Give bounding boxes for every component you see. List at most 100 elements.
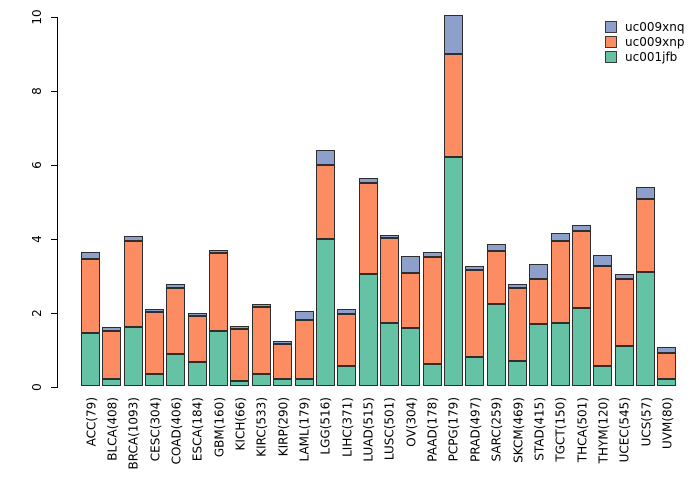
x-axis-category-label: OV(304) xyxy=(404,397,419,447)
bar-segment-uc001jfb xyxy=(465,356,485,387)
bar-segment-uc009xnq xyxy=(81,252,100,259)
bar-segment-uc009xnq xyxy=(123,236,143,241)
x-axis-category-label: SKCM(469) xyxy=(511,397,525,463)
x-axis-category-label: LIHC(371) xyxy=(340,397,355,457)
bar-segment-uc009xnp xyxy=(443,53,463,158)
bar-segment-uc001jfb xyxy=(337,366,357,387)
bar-segment-uc009xnq xyxy=(337,309,357,315)
bar-segment-uc001jfb xyxy=(251,373,271,387)
x-axis-category-label: CESC(304) xyxy=(148,397,163,462)
bar-segment-uc009xnq xyxy=(657,347,677,353)
bar-segment-uc009xnq xyxy=(636,186,656,199)
bar-segment-uc009xnq xyxy=(358,178,378,183)
y-axis-tick xyxy=(51,164,57,166)
bar-segment-uc009xnp xyxy=(166,288,186,355)
x-axis-category-label: BRCA(1093) xyxy=(126,397,141,470)
bar-segment-uc009xnq xyxy=(614,273,634,280)
bar-segment-uc009xnp xyxy=(614,279,634,346)
legend-label: uc009xnp xyxy=(625,35,685,49)
legend-swatch-uc001jfb xyxy=(605,51,617,63)
bar-segment-uc001jfb xyxy=(508,360,527,387)
legend-item: uc009xnp xyxy=(605,35,684,49)
bar-segment-uc001jfb xyxy=(401,328,421,387)
bar-segment-uc009xnq xyxy=(550,233,570,242)
bar-segment-uc009xnp xyxy=(273,344,293,380)
bar-segment-uc009xnp xyxy=(465,269,485,357)
x-axis-category-label: SARC(259) xyxy=(489,397,504,462)
bar-segment-uc009xnq xyxy=(102,326,122,332)
bar-segment-uc001jfb xyxy=(315,238,335,387)
bar-segment-uc001jfb xyxy=(273,379,293,387)
bar-segment-uc009xnp xyxy=(145,312,165,375)
bar-segment-uc009xnp xyxy=(508,287,527,361)
bar-segment-uc001jfb xyxy=(614,345,634,387)
x-axis-category-label: PAAD(178) xyxy=(425,397,440,462)
x-axis-category-label: KIRC(533) xyxy=(254,397,269,457)
y-axis-tick xyxy=(51,238,57,240)
bar-segment-uc009xnp xyxy=(572,230,592,309)
bar-segment-uc009xnp xyxy=(657,352,677,380)
bar-segment-uc009xnq xyxy=(508,284,527,288)
x-axis-category-label: STAD(415) xyxy=(532,397,547,461)
bar-segment-uc001jfb xyxy=(657,379,677,387)
x-axis-category-label: COAD(406) xyxy=(169,397,184,465)
bar-segment-uc009xnp xyxy=(315,164,335,239)
legend-label: uc009xnq xyxy=(625,20,685,34)
bar-segment-uc009xnq xyxy=(422,251,442,258)
bar-segment-uc009xnp xyxy=(230,328,250,381)
legend: uc009xnq uc009xnp uc001jfb xyxy=(605,20,684,65)
bar-segment-uc001jfb xyxy=(379,322,399,387)
bar-segment-uc009xnp xyxy=(294,319,314,380)
bar-segment-uc009xnq xyxy=(187,312,207,316)
y-axis-tick xyxy=(51,386,57,388)
legend-item: uc001jfb xyxy=(605,50,684,64)
bar-segment-uc009xnp xyxy=(636,198,656,272)
bar-segment-uc009xnq xyxy=(572,225,592,231)
bar-segment-uc009xnq xyxy=(251,303,271,307)
legend-swatch-uc009xnq xyxy=(605,21,617,33)
bar-segment-uc001jfb xyxy=(550,322,570,387)
legend-item: uc009xnq xyxy=(605,20,684,34)
bar-segment-uc009xnq xyxy=(443,15,463,54)
x-axis-category-label: LUAD(515) xyxy=(361,397,376,462)
bar-segment-uc009xnp xyxy=(123,240,143,328)
bar-segment-uc009xnp xyxy=(550,241,570,323)
bar-segment-uc009xnq xyxy=(401,256,421,273)
x-axis-category-label: ESCA(184) xyxy=(190,397,205,462)
x-axis-category-label: BLCA(408) xyxy=(105,397,120,461)
y-tick-label: 4 xyxy=(30,234,44,243)
bar-segment-uc009xnq xyxy=(379,235,399,239)
bar-segment-uc009xnp xyxy=(486,250,506,304)
bar-segment-uc001jfb xyxy=(358,273,378,387)
y-axis-tick xyxy=(51,17,57,18)
bar-segment-uc001jfb xyxy=(593,366,613,387)
bar-segment-uc009xnq xyxy=(273,341,293,344)
bar-segment-uc001jfb xyxy=(443,157,463,387)
y-tick-label: 8 xyxy=(30,87,44,95)
bar-segment-uc009xnp xyxy=(422,257,442,364)
bar-segment-uc009xnq xyxy=(294,311,314,320)
y-axis-tick xyxy=(51,90,57,92)
legend-label: uc001jfb xyxy=(625,50,678,64)
bar-segment-uc009xnq xyxy=(465,265,485,270)
bar-segment-uc009xnq xyxy=(315,149,335,165)
bar-segment-uc001jfb xyxy=(81,332,100,387)
bar-segment-uc009xnp xyxy=(401,272,421,329)
bar-segment-uc009xnp xyxy=(102,331,122,380)
bar-segment-uc001jfb xyxy=(294,379,314,387)
x-axis-category-label: GBM(160) xyxy=(212,397,227,458)
bar-segment-uc001jfb xyxy=(145,374,165,387)
x-axis-category-label: KIRP(290) xyxy=(276,397,291,457)
bar-segment-uc009xnp xyxy=(529,279,549,325)
x-axis-category-label: THCA(501) xyxy=(575,397,590,463)
bar-segment-uc001jfb xyxy=(187,362,207,387)
bar-segment-uc009xnq xyxy=(145,308,165,313)
bar-segment-uc009xnq xyxy=(593,255,613,267)
bar-segment-uc001jfb xyxy=(422,363,442,387)
x-axis-category-label: LUSC(501) xyxy=(382,397,397,461)
bar-segment-uc001jfb xyxy=(230,380,250,387)
bar-segment-uc001jfb xyxy=(572,308,592,387)
bar-segment-uc001jfb xyxy=(209,331,229,387)
x-axis-category-label: ACC(79) xyxy=(84,397,98,447)
bar-segment-uc009xnp xyxy=(81,259,100,333)
